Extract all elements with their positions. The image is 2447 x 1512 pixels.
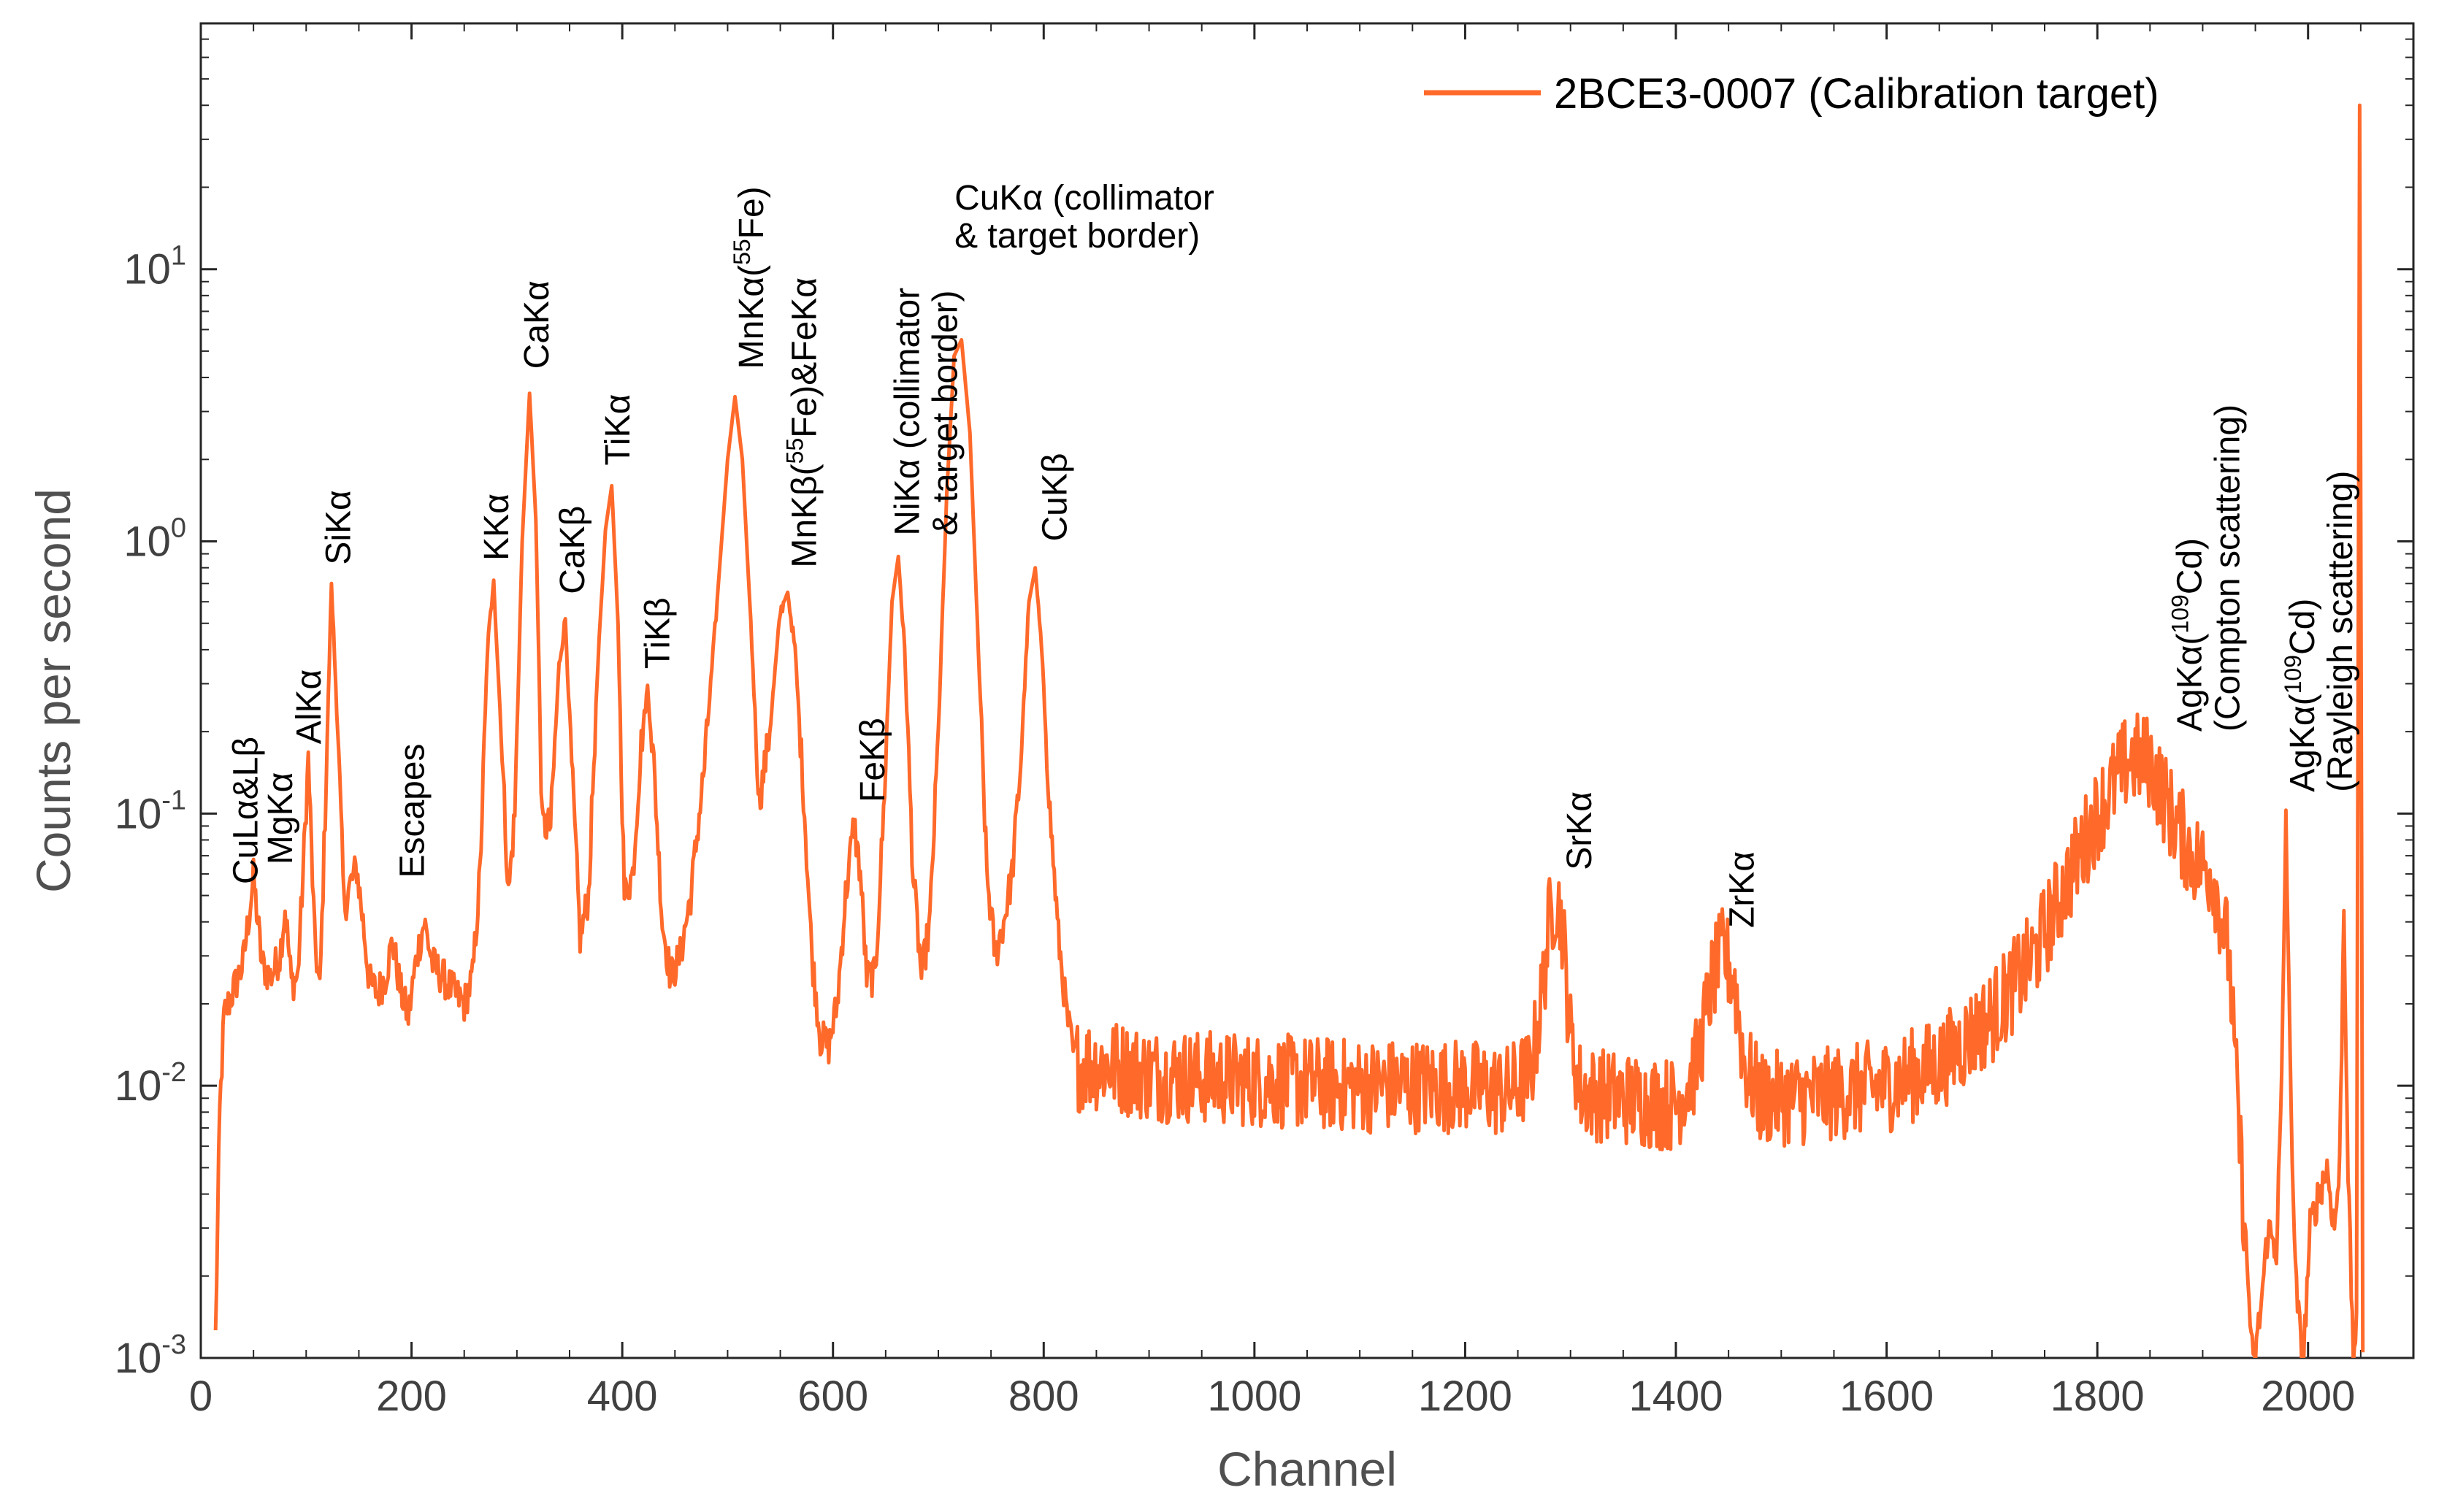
peak-annotation: MgKα bbox=[261, 772, 300, 864]
y-tick-exponent: -2 bbox=[161, 1057, 186, 1088]
x-tick-label: 200 bbox=[376, 1373, 447, 1420]
y-tick-base: 10 bbox=[115, 1335, 162, 1382]
peak-annotation: Escapes bbox=[394, 743, 432, 878]
peak-label: MgKα bbox=[261, 772, 300, 864]
x-axis-title: Channel bbox=[1217, 1442, 1397, 1496]
peak-label: & target border) bbox=[927, 290, 965, 535]
peak-annotation: NiKα (collimator & target border) bbox=[889, 288, 965, 536]
plot-frame bbox=[199, 22, 2415, 1359]
peak-annotation: SrKα bbox=[1561, 791, 1599, 870]
peak-annotation: MnKα(55Fe) bbox=[729, 186, 771, 369]
x-tick-label: 1400 bbox=[1628, 1373, 1723, 1420]
peak-annotation: AlKα bbox=[290, 669, 329, 744]
peak-annotation: CaKβ bbox=[554, 506, 592, 594]
peak-annotation: TiKα bbox=[599, 394, 637, 466]
spectrum-line bbox=[213, 103, 2365, 1358]
peak-annotation: MnKβ(55Fe)&FeKα bbox=[781, 277, 824, 568]
peak-label: (Compton scattering) bbox=[2209, 404, 2248, 732]
peak-label: CuKα (collimator bbox=[954, 179, 1214, 218]
peak-label: (Rayleigh scattering) bbox=[2321, 471, 2360, 792]
x-tick-label: 1600 bbox=[1839, 1373, 1934, 1420]
x-tick-label: 2000 bbox=[2261, 1373, 2355, 1420]
peak-annotation: CuKβ bbox=[1036, 453, 1075, 542]
y-tick-label: 10-2 bbox=[115, 1057, 186, 1110]
peak-label: AgKα(109Cd) bbox=[2280, 599, 2322, 792]
y-tick-label: 101 bbox=[123, 241, 186, 293]
y-tick-exponent: 1 bbox=[171, 241, 186, 272]
x-tick-label: 800 bbox=[1008, 1373, 1079, 1420]
peak-annotation: AgKα(109Cd) (Compton scattering) bbox=[2167, 404, 2248, 732]
y-tick-base: 10 bbox=[123, 518, 171, 566]
peak-label: ZrKα bbox=[1723, 851, 1761, 928]
peak-label: CaKα bbox=[518, 280, 556, 369]
peak-annotation: KKα bbox=[478, 494, 516, 561]
legend: 2BCE3-0007 (Calibration target) bbox=[1424, 70, 2159, 118]
peak-label: TiKβ bbox=[639, 597, 678, 669]
x-tick-label: 1000 bbox=[1207, 1373, 1301, 1420]
y-tick-label: 10-1 bbox=[115, 785, 186, 837]
peak-label: SiKα bbox=[320, 490, 359, 564]
peak-annotation: CuKα (collimator& target border) bbox=[954, 179, 1214, 256]
series-layer bbox=[213, 103, 2365, 1358]
peak-label: SrKα bbox=[1561, 791, 1599, 870]
x-tick-label: 1200 bbox=[1418, 1373, 1512, 1420]
peak-label: CuLα&Lβ bbox=[227, 737, 266, 884]
y-tick-exponent: 0 bbox=[171, 513, 186, 544]
y-tick-base: 10 bbox=[115, 790, 162, 837]
x-tick-label: 0 bbox=[189, 1373, 212, 1420]
peak-annotation: AgKα(109Cd) (Rayleigh scattering) bbox=[2280, 471, 2360, 792]
y-axis-title: Counts per second bbox=[26, 488, 80, 893]
peak-label: CaKβ bbox=[554, 506, 592, 594]
peak-label: MnKα(55Fe) bbox=[729, 186, 771, 369]
peak-label: Escapes bbox=[394, 743, 432, 878]
y-tick-base: 10 bbox=[115, 1062, 162, 1110]
peak-annotation: TiKβ bbox=[639, 597, 678, 669]
y-tick-exponent: -3 bbox=[161, 1329, 186, 1360]
peak-annotation: CuLα&Lβ bbox=[227, 737, 266, 884]
peak-label: NiKα (collimator bbox=[889, 288, 927, 536]
peak-annotation: SiKα bbox=[320, 490, 359, 564]
peak-annotation: FeKβ bbox=[854, 718, 892, 802]
peak-label: FeKβ bbox=[854, 718, 892, 802]
peak-label: KKα bbox=[478, 494, 516, 561]
y-tick-base: 10 bbox=[123, 246, 171, 293]
y-tick-exponent: -1 bbox=[161, 785, 186, 816]
x-tick-label: 600 bbox=[797, 1373, 868, 1420]
axis-ticks: 0 200 400 600 800 1000 1200 1400 1600 1800 200010-… bbox=[115, 23, 2413, 1420]
peak-label: MnKβ(55Fe)&FeKα bbox=[781, 277, 824, 568]
x-tick-label: 400 bbox=[587, 1373, 658, 1420]
x-tick-label: 1800 bbox=[2050, 1373, 2145, 1420]
peak-label: CuKβ bbox=[1036, 453, 1075, 542]
y-tick-label: 10-3 bbox=[115, 1329, 186, 1382]
peak-annotation: CaKα bbox=[518, 280, 556, 369]
y-tick-label: 100 bbox=[123, 513, 186, 566]
peak-label: TiKα bbox=[599, 394, 637, 466]
peak-annotation: ZrKα bbox=[1723, 851, 1761, 928]
peak-label: AlKα bbox=[290, 669, 329, 744]
legend-label: 2BCE3-0007 (Calibration target) bbox=[1554, 70, 2159, 118]
peak-label: & target border) bbox=[954, 217, 1200, 256]
peak-label: AgKα(109Cd) bbox=[2167, 538, 2210, 732]
